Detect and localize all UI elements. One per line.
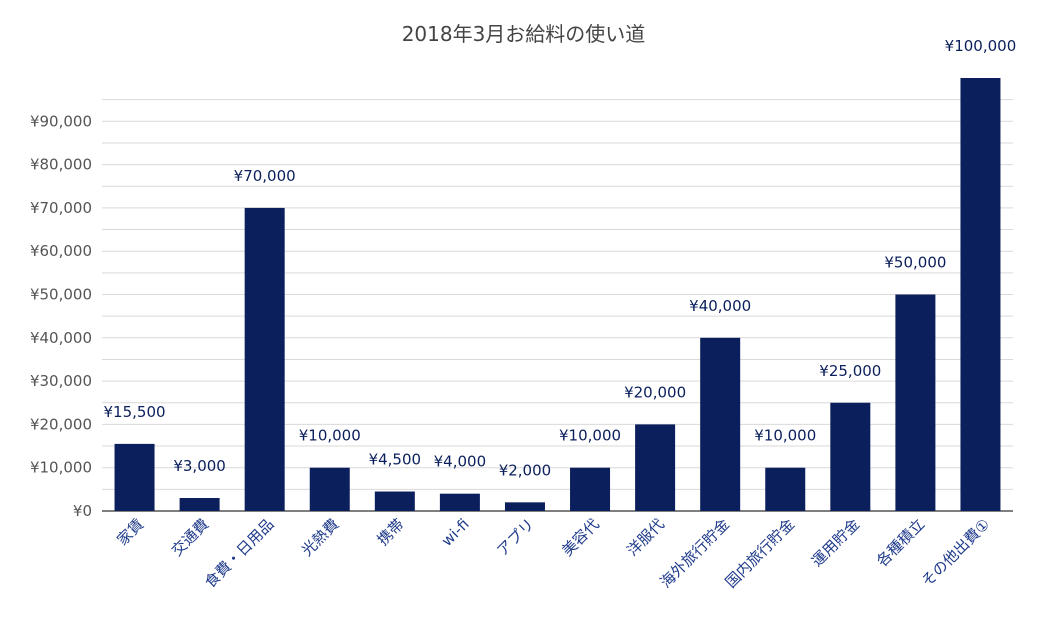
bars xyxy=(114,78,1001,511)
y-tick-label: ¥20,000 xyxy=(30,415,92,433)
y-tick-label: ¥80,000 xyxy=(30,156,92,174)
category-label: その他出費① xyxy=(918,515,993,590)
data-label: ¥50,000 xyxy=(884,254,946,272)
category-label: アプリ xyxy=(493,515,538,560)
category-label: 美容代 xyxy=(558,515,603,560)
category-label: 家賃 xyxy=(113,515,147,549)
y-tick-label: ¥90,000 xyxy=(30,112,92,130)
data-label: ¥10,000 xyxy=(754,427,816,445)
category-label: 海外旅行貯金 xyxy=(657,515,733,591)
data-label: ¥4,500 xyxy=(369,451,422,469)
bar xyxy=(504,502,545,511)
category-label: 洋服代 xyxy=(623,515,668,560)
y-axis-ticks: ¥0 ¥10,000 ¥20,000 ¥30,000 ¥40,000 ¥50,000 ¥60… xyxy=(30,112,92,520)
bar xyxy=(765,467,806,511)
category-label: 光熱費 xyxy=(298,515,343,560)
category-label: 運用貯金 xyxy=(808,515,863,570)
bar xyxy=(244,207,285,511)
y-tick-label: ¥40,000 xyxy=(30,329,92,347)
data-label: ¥100,000 xyxy=(945,37,1017,55)
y-tick-label: ¥50,000 xyxy=(30,286,92,304)
category-label: 国内旅行貯金 xyxy=(722,515,798,591)
category-label: wi-fi xyxy=(438,515,473,550)
bar xyxy=(830,402,871,511)
y-tick-label: ¥30,000 xyxy=(30,372,92,390)
category-label: 食費・日用品 xyxy=(201,515,277,591)
y-tick-label: ¥60,000 xyxy=(30,242,92,260)
y-tick-label: ¥10,000 xyxy=(30,459,92,477)
bar xyxy=(635,424,676,511)
category-label: 携帯 xyxy=(374,515,408,549)
bar xyxy=(960,78,1001,511)
data-label: ¥10,000 xyxy=(299,427,361,445)
bar xyxy=(439,493,480,511)
bar xyxy=(114,443,155,511)
bar xyxy=(309,467,350,511)
data-label: ¥40,000 xyxy=(689,297,751,315)
data-label: ¥20,000 xyxy=(624,383,686,401)
y-tick-label: ¥0 xyxy=(73,502,92,520)
category-label: 各種積立 xyxy=(873,515,928,570)
bar xyxy=(570,467,611,511)
data-label: ¥3,000 xyxy=(173,457,226,475)
y-tick-label: ¥70,000 xyxy=(30,199,92,217)
data-label: ¥10,000 xyxy=(559,427,621,445)
bar xyxy=(179,498,220,511)
bar xyxy=(374,491,415,511)
category-label: 交通費 xyxy=(168,515,213,560)
data-labels: ¥15,500 ¥3,000 ¥70,000 ¥10,000 ¥4,500 ¥4,000 ¥… xyxy=(104,37,1017,479)
data-label: ¥70,000 xyxy=(234,167,296,185)
gridlines xyxy=(102,99,1013,512)
data-label: ¥4,000 xyxy=(434,453,487,471)
data-label: ¥15,500 xyxy=(104,403,166,421)
bar xyxy=(700,337,741,511)
data-label: ¥2,000 xyxy=(499,461,552,479)
data-label: ¥25,000 xyxy=(819,362,881,380)
bar xyxy=(895,294,936,511)
chart-title: 2018年3月お給料の使い道 xyxy=(401,22,646,46)
